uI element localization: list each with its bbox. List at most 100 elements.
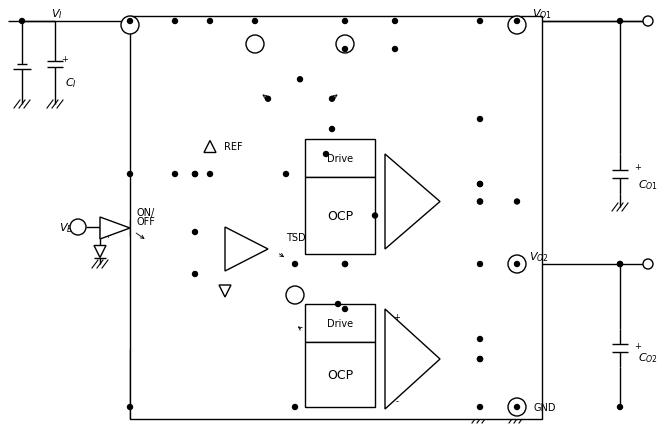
Text: ON/: ON/ — [136, 208, 154, 218]
Circle shape — [478, 357, 482, 362]
Text: 2: 2 — [514, 21, 520, 31]
Circle shape — [514, 19, 520, 25]
Text: -: - — [106, 218, 110, 227]
Text: +: + — [231, 231, 238, 240]
Circle shape — [508, 17, 526, 35]
Text: $V_E$: $V_E$ — [58, 221, 73, 234]
Text: AMP2: AMP2 — [404, 354, 431, 364]
Circle shape — [265, 97, 271, 102]
Circle shape — [478, 117, 482, 122]
Circle shape — [618, 19, 622, 25]
Circle shape — [643, 259, 653, 269]
Circle shape — [478, 357, 482, 362]
Polygon shape — [100, 218, 130, 240]
Text: 1: 1 — [75, 223, 81, 233]
Circle shape — [342, 47, 348, 53]
Circle shape — [478, 182, 482, 187]
Circle shape — [336, 36, 354, 54]
Circle shape — [292, 405, 298, 410]
Circle shape — [286, 286, 304, 304]
Text: TSD: TSD — [286, 233, 306, 243]
Text: 5: 5 — [514, 259, 520, 269]
Circle shape — [330, 97, 334, 102]
Text: $V_{O1}$: $V_{O1}$ — [532, 7, 552, 21]
Circle shape — [173, 172, 177, 177]
Circle shape — [478, 200, 482, 205]
Bar — [305, 304, 375, 342]
Circle shape — [208, 19, 212, 25]
Circle shape — [208, 172, 212, 177]
Text: $C_{O1}$: $C_{O1}$ — [638, 178, 657, 191]
Text: +: + — [635, 163, 641, 172]
Circle shape — [392, 47, 397, 53]
Circle shape — [514, 200, 520, 205]
Circle shape — [193, 230, 198, 235]
Circle shape — [292, 262, 298, 267]
Circle shape — [508, 255, 526, 273]
Circle shape — [252, 19, 258, 25]
Circle shape — [478, 200, 482, 205]
Circle shape — [298, 78, 302, 82]
Polygon shape — [204, 141, 216, 153]
Circle shape — [323, 152, 328, 157]
Circle shape — [478, 337, 482, 342]
Text: GND: GND — [533, 402, 556, 412]
Polygon shape — [385, 155, 440, 249]
Text: $C_{O2}$: $C_{O2}$ — [638, 350, 657, 364]
Polygon shape — [385, 309, 440, 409]
Bar — [305, 177, 375, 254]
Polygon shape — [219, 285, 231, 297]
Circle shape — [478, 262, 482, 267]
Circle shape — [127, 405, 133, 410]
Text: +: + — [635, 342, 641, 351]
Text: -: - — [396, 233, 399, 242]
Circle shape — [342, 19, 348, 25]
Bar — [305, 140, 375, 177]
Text: +: + — [62, 55, 68, 64]
Polygon shape — [225, 227, 268, 272]
Circle shape — [127, 172, 133, 177]
Text: Drive: Drive — [327, 318, 353, 328]
Circle shape — [514, 262, 520, 267]
Circle shape — [173, 19, 177, 25]
Text: +: + — [394, 162, 400, 171]
Polygon shape — [94, 246, 106, 258]
Circle shape — [246, 36, 264, 54]
Text: $V_I$: $V_I$ — [51, 7, 63, 21]
Text: -: - — [233, 259, 237, 268]
Circle shape — [284, 172, 288, 177]
Circle shape — [478, 19, 482, 25]
Text: 3: 3 — [514, 402, 520, 412]
Circle shape — [20, 19, 24, 25]
Circle shape — [342, 307, 348, 312]
Circle shape — [478, 405, 482, 410]
Circle shape — [330, 127, 334, 132]
Circle shape — [508, 398, 526, 416]
Text: $V_{O2}$: $V_{O2}$ — [529, 250, 549, 263]
Text: $C_I$: $C_I$ — [65, 76, 77, 90]
Circle shape — [193, 172, 198, 177]
Text: Drive: Drive — [327, 154, 353, 164]
Circle shape — [121, 17, 139, 35]
Bar — [305, 342, 375, 407]
Circle shape — [336, 302, 340, 307]
Bar — [130, 17, 542, 419]
Circle shape — [342, 262, 348, 267]
Circle shape — [514, 405, 520, 410]
Circle shape — [618, 262, 622, 267]
Circle shape — [193, 272, 198, 277]
Circle shape — [342, 262, 348, 267]
Text: OCP: OCP — [327, 368, 353, 381]
Circle shape — [618, 405, 622, 410]
Text: OCP: OCP — [327, 209, 353, 223]
Circle shape — [373, 213, 378, 219]
Circle shape — [618, 262, 622, 267]
Text: II: II — [240, 243, 246, 252]
Text: +: + — [394, 313, 400, 322]
Circle shape — [643, 17, 653, 27]
Text: 4: 4 — [127, 21, 133, 31]
Text: -: - — [396, 396, 399, 406]
Text: AMP1: AMP1 — [404, 197, 431, 207]
Text: REF: REF — [224, 141, 242, 152]
Circle shape — [70, 219, 86, 236]
